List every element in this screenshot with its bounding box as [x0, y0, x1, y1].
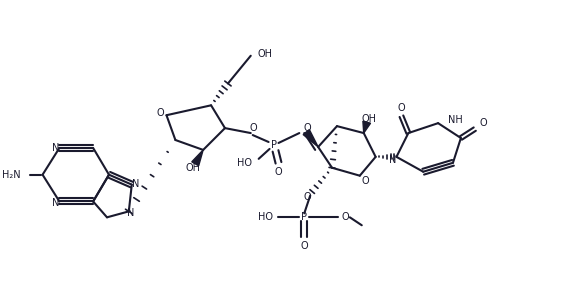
Text: OH: OH: [257, 49, 272, 59]
Text: HO: HO: [257, 212, 272, 222]
Text: P: P: [271, 140, 276, 150]
Polygon shape: [363, 121, 370, 133]
Text: O: O: [250, 123, 257, 133]
Text: O: O: [397, 103, 405, 113]
Polygon shape: [192, 150, 203, 166]
Text: O: O: [157, 108, 164, 118]
Text: O: O: [275, 167, 282, 177]
Text: N: N: [52, 198, 59, 209]
Text: OH: OH: [186, 163, 201, 173]
Text: O: O: [362, 176, 369, 186]
Text: N: N: [389, 155, 396, 165]
Text: H₂N: H₂N: [2, 170, 21, 180]
Text: O: O: [303, 192, 311, 203]
Text: N: N: [132, 179, 140, 189]
Text: NH: NH: [448, 115, 463, 125]
Text: O: O: [301, 241, 308, 251]
Text: HO: HO: [236, 158, 252, 168]
Text: O: O: [480, 118, 488, 128]
Polygon shape: [303, 130, 318, 147]
Text: O: O: [303, 123, 311, 133]
Text: O: O: [341, 212, 348, 222]
Text: N: N: [52, 143, 59, 153]
Text: N: N: [127, 208, 135, 218]
Text: OH: OH: [361, 114, 376, 124]
Text: P: P: [301, 212, 307, 222]
